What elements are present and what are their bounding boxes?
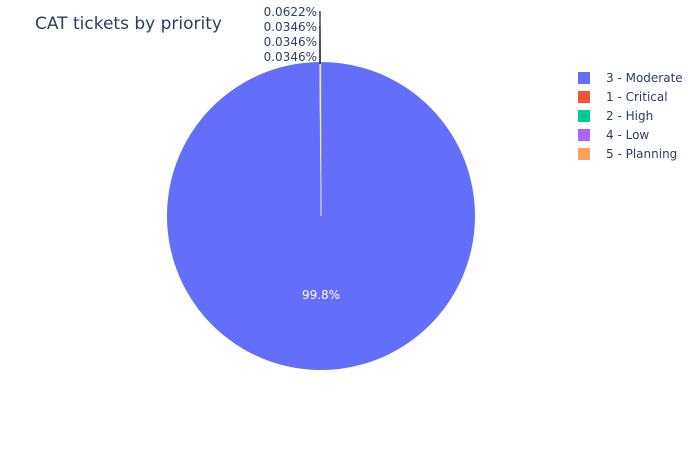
legend-swatch-critical [578, 90, 590, 103]
legend-item-high[interactable]: 2 - High [578, 106, 683, 125]
legend-swatch-high [578, 109, 590, 122]
legend: 3 - Moderate 1 - Critical 2 - High 4 - L… [578, 68, 683, 163]
legend-item-low[interactable]: 4 - Low [578, 125, 683, 144]
legend-label-moderate: 3 - Moderate [606, 70, 683, 85]
pie-slices [166, 61, 475, 370]
legend-swatch-low [578, 128, 590, 141]
legend-label-high: 2 - High [606, 108, 654, 123]
slice-label-4-low: 0.0346% [264, 35, 317, 49]
slice-label-1-critical: 0.0622% [264, 5, 317, 19]
legend-label-low: 4 - Low [606, 127, 650, 142]
leader-line [319, 56, 321, 64]
chart-title: CAT tickets by priority [35, 14, 222, 34]
legend-label-critical: 1 - Critical [606, 89, 668, 104]
legend-item-critical[interactable]: 1 - Critical [578, 87, 683, 106]
legend-swatch-planning [578, 147, 590, 160]
legend-swatch-moderate [578, 71, 590, 84]
pie-labels: 99.8%0.0622%0.0346%0.0346%0.0346% [264, 5, 340, 302]
slice-label-5-planning: 0.0346% [264, 50, 317, 64]
legend-label-planning: 5 - Planning [606, 146, 678, 161]
legend-item-planning[interactable]: 5 - Planning [578, 144, 683, 163]
slice-label-2-high: 0.0346% [264, 20, 317, 34]
legend-item-moderate[interactable]: 3 - Moderate [578, 68, 683, 87]
slice-label-moderate: 99.8% [302, 288, 340, 302]
